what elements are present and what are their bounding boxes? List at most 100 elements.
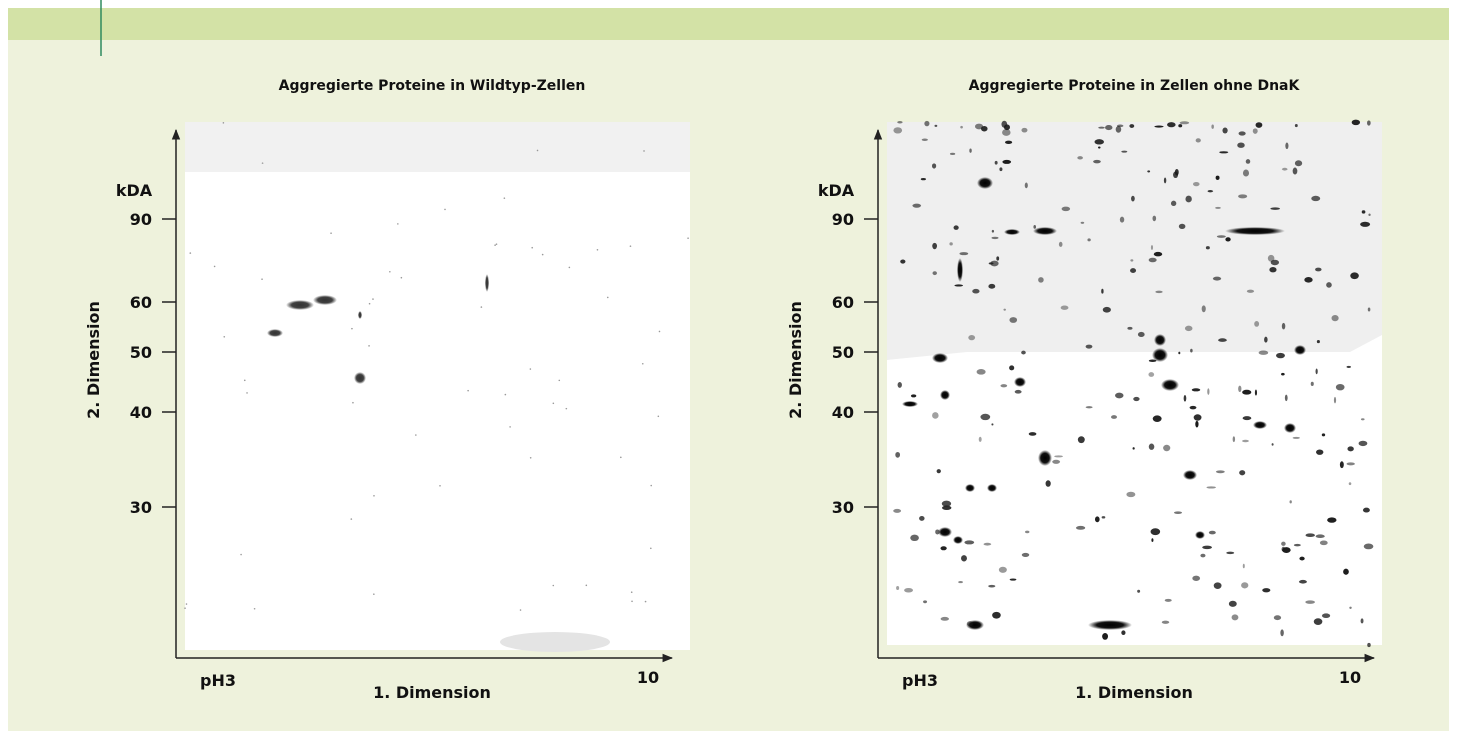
spot bbox=[991, 236, 999, 240]
y-tick-label: 50 bbox=[832, 343, 854, 362]
spot bbox=[976, 369, 986, 375]
spot bbox=[1085, 406, 1093, 409]
spot bbox=[1242, 389, 1252, 395]
spot bbox=[358, 311, 362, 319]
spot bbox=[1150, 245, 1154, 250]
spot bbox=[1281, 167, 1288, 171]
spot bbox=[1231, 614, 1239, 621]
spot bbox=[1208, 530, 1216, 535]
spot bbox=[1305, 533, 1315, 538]
spot bbox=[940, 546, 947, 551]
spot bbox=[1178, 124, 1183, 128]
spot bbox=[897, 121, 903, 124]
speck bbox=[368, 345, 370, 347]
spot bbox=[1333, 396, 1337, 404]
speck bbox=[494, 244, 496, 246]
spot bbox=[1267, 254, 1275, 262]
spot bbox=[1347, 446, 1354, 452]
spot bbox=[1004, 229, 1020, 235]
spot bbox=[1269, 267, 1277, 273]
spot bbox=[1009, 317, 1018, 323]
spot bbox=[1201, 305, 1206, 313]
spot bbox=[966, 621, 973, 627]
spot bbox=[1363, 543, 1374, 550]
x-start-label: pH3 bbox=[902, 671, 938, 690]
spot bbox=[1299, 556, 1305, 561]
y-unit: kDA bbox=[116, 181, 153, 200]
spot bbox=[1315, 534, 1325, 539]
speck bbox=[687, 237, 689, 239]
spot bbox=[923, 600, 928, 604]
spot bbox=[959, 252, 969, 256]
spot bbox=[1094, 139, 1104, 145]
spot bbox=[940, 616, 949, 621]
gel-haze bbox=[500, 632, 610, 652]
spot bbox=[1238, 131, 1246, 136]
spot bbox=[957, 258, 963, 282]
spot bbox=[1132, 447, 1135, 450]
spot bbox=[1262, 588, 1271, 593]
spot bbox=[1245, 159, 1251, 164]
spot bbox=[1147, 170, 1151, 173]
spot bbox=[1101, 516, 1106, 519]
spot bbox=[1311, 195, 1321, 202]
speck bbox=[565, 407, 568, 410]
spot bbox=[1097, 146, 1101, 149]
spot bbox=[910, 394, 917, 398]
spot bbox=[1281, 546, 1286, 552]
spot bbox=[1360, 221, 1371, 227]
x-axis-label: 1. Dimension bbox=[373, 683, 491, 702]
spot bbox=[1093, 159, 1101, 164]
gel-haze bbox=[185, 122, 690, 172]
spot bbox=[936, 469, 941, 474]
speck bbox=[519, 609, 522, 611]
spot bbox=[1137, 331, 1145, 338]
speck bbox=[558, 379, 561, 382]
spot bbox=[1216, 235, 1226, 238]
spot bbox=[1289, 500, 1292, 504]
spot bbox=[1085, 344, 1093, 349]
spot bbox=[1170, 200, 1177, 207]
spot bbox=[1316, 449, 1324, 455]
spot bbox=[1080, 221, 1085, 224]
speck bbox=[531, 246, 534, 249]
spot bbox=[1348, 482, 1352, 486]
speck bbox=[644, 600, 647, 603]
spot bbox=[1150, 528, 1161, 536]
spot bbox=[1212, 276, 1222, 281]
spot bbox=[1281, 322, 1286, 330]
spot bbox=[904, 588, 913, 593]
speck bbox=[373, 593, 375, 595]
speck bbox=[261, 162, 264, 164]
panel-title: Aggregierte Proteine in Wildtyp-Zellen bbox=[279, 78, 586, 94]
spot bbox=[934, 124, 938, 127]
spot bbox=[1316, 339, 1320, 344]
spot bbox=[1339, 461, 1344, 469]
spot bbox=[1252, 128, 1258, 134]
y-axis-label: 2. Dimension bbox=[84, 301, 103, 419]
spot bbox=[1088, 620, 1132, 630]
spot bbox=[1292, 167, 1298, 175]
speck bbox=[529, 368, 532, 370]
spot bbox=[1367, 120, 1371, 126]
spot bbox=[1130, 259, 1134, 262]
speck bbox=[480, 306, 483, 308]
spot bbox=[1173, 511, 1183, 514]
spot bbox=[1164, 598, 1172, 602]
spot bbox=[1000, 384, 1008, 388]
spot bbox=[896, 586, 900, 591]
spot bbox=[1152, 215, 1157, 222]
spot bbox=[1294, 123, 1298, 128]
spot bbox=[1189, 405, 1197, 410]
spot bbox=[1351, 119, 1361, 126]
spot bbox=[1349, 606, 1352, 609]
spot bbox=[1192, 575, 1201, 581]
spot bbox=[961, 555, 967, 562]
spot bbox=[1105, 125, 1113, 131]
panel-title: Aggregierte Proteine in Zellen ohne DnaK bbox=[969, 78, 1301, 94]
spot bbox=[919, 515, 925, 521]
spot bbox=[1129, 124, 1135, 128]
spot bbox=[1258, 350, 1269, 355]
spot bbox=[1315, 368, 1318, 375]
spot bbox=[991, 423, 994, 426]
